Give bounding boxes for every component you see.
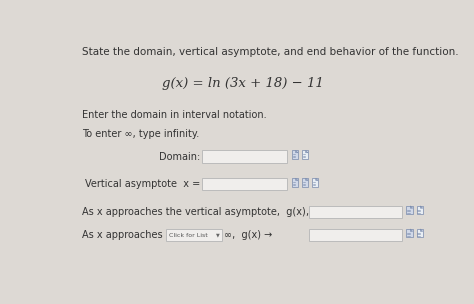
FancyBboxPatch shape [302,178,308,187]
FancyBboxPatch shape [202,178,287,191]
FancyBboxPatch shape [406,229,413,237]
FancyBboxPatch shape [292,150,298,159]
FancyBboxPatch shape [302,150,308,159]
Polygon shape [410,206,413,208]
Polygon shape [316,178,318,181]
FancyBboxPatch shape [309,206,402,218]
Text: State the domain, vertical asymptote, and end behavior of the function.: State the domain, vertical asymptote, an… [82,47,459,57]
FancyBboxPatch shape [417,206,423,214]
FancyBboxPatch shape [202,150,287,163]
Text: ∞,  g(x) →: ∞, g(x) → [224,230,273,240]
Text: Enter the domain in interval notation.: Enter the domain in interval notation. [82,110,267,120]
Polygon shape [410,229,413,231]
Text: Domain:: Domain: [159,152,201,162]
FancyBboxPatch shape [309,229,402,241]
Text: ,: , [306,207,309,217]
FancyBboxPatch shape [292,178,298,187]
Text: Click for List: Click for List [169,233,208,238]
Text: g(x) = ln (3x + 18) − 11: g(x) = ln (3x + 18) − 11 [162,77,324,89]
Polygon shape [306,178,308,181]
Text: Vertical asymptote  x =: Vertical asymptote x = [85,179,201,189]
Polygon shape [306,150,308,153]
Polygon shape [296,178,298,181]
Text: To enter ∞, type infinity.: To enter ∞, type infinity. [82,129,200,139]
Text: As x approaches the vertical asymptote,  g(x) →: As x approaches the vertical asymptote, … [82,207,318,217]
FancyBboxPatch shape [166,229,222,241]
Polygon shape [420,206,423,208]
Polygon shape [420,229,423,231]
FancyBboxPatch shape [406,206,413,214]
Text: ▼: ▼ [216,233,219,238]
FancyBboxPatch shape [417,229,423,237]
FancyBboxPatch shape [312,178,318,187]
Text: As x approaches: As x approaches [82,230,163,240]
Polygon shape [296,150,298,153]
